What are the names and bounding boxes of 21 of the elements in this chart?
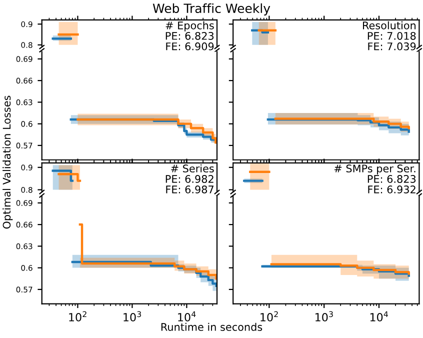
annotation: FE: 7.039 [368, 42, 416, 50]
annotation: # SMPs per Ser. [334, 164, 416, 174]
annotation: # Epochs [166, 21, 214, 32]
annotation: PE: 6.982 [166, 175, 214, 183]
annotation: PE: 7.018 [368, 32, 416, 40]
x-tick-label: 10$^{2}$ [69, 311, 86, 322]
x-axis-title: Runtime in seconds [161, 322, 262, 331]
annotation: FE: 6.932 [368, 186, 416, 194]
x-tick-label: 10$^{2}$ [260, 311, 278, 322]
annotation: # Series [171, 164, 214, 172]
x-tick-label: 10$^{3}$ [316, 311, 333, 322]
x-tick-label: 10$^{4}$ [178, 311, 196, 322]
x-tick-label: 10$^{4}$ [370, 311, 388, 322]
x-tick-label: 10$^{3}$ [124, 311, 141, 322]
annotation: PE: 6.823 [166, 32, 214, 40]
annotation: FE: 6.909 [166, 42, 214, 50]
annotation: FE: 6.987 [166, 186, 214, 194]
y-axis-title: Optimal Validation Losses [2, 96, 13, 229]
annotation: Resolution [362, 21, 416, 30]
annotation: PE: 6.823 [368, 175, 416, 183]
chart-title: Web Traffic Weekly [152, 3, 270, 16]
